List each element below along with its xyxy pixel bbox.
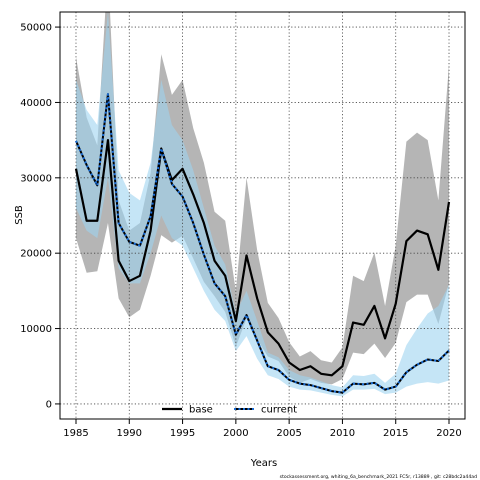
confidence-bands [75,12,450,397]
y-tick-label: 0 [46,399,52,410]
y-axis-title: SSB [14,205,25,225]
x-tick-label: 2015 [383,428,408,439]
y-axis: 0 10000 20000 30000 40000 50000 [20,23,60,410]
x-tick-label: 2000 [223,428,248,439]
y-tick-label: 50000 [20,23,52,34]
y-tick-label: 10000 [20,324,52,335]
x-tick-label: 1990 [117,428,142,439]
x-axis: 1985 1990 1995 2000 2005 2010 2015 2020 [63,419,462,439]
x-tick-label: 2005 [276,428,301,439]
x-tick-label: 1985 [63,428,88,439]
grid-lines [60,12,465,419]
band-current [75,12,450,397]
y-tick-label: 40000 [20,98,52,109]
legend-label-current: current [261,405,297,416]
x-tick-label: 1995 [170,428,195,439]
legend-label-base: base [189,405,213,416]
legend: base current [162,405,297,416]
plot-frame [59,11,466,420]
x-axis-title: Years [250,458,277,469]
series-line-current [75,93,450,394]
y-tick-label: 20000 [20,249,52,260]
footer-note: stockassessment.org, whiting_6a_benchmar… [280,474,477,480]
x-tick-label: 2020 [436,428,461,439]
series-lines [74,93,451,394]
band-base [75,12,450,385]
series-line-base [74,139,451,377]
y-tick-label: 30000 [20,173,52,184]
x-tick-label: 2010 [330,428,355,439]
